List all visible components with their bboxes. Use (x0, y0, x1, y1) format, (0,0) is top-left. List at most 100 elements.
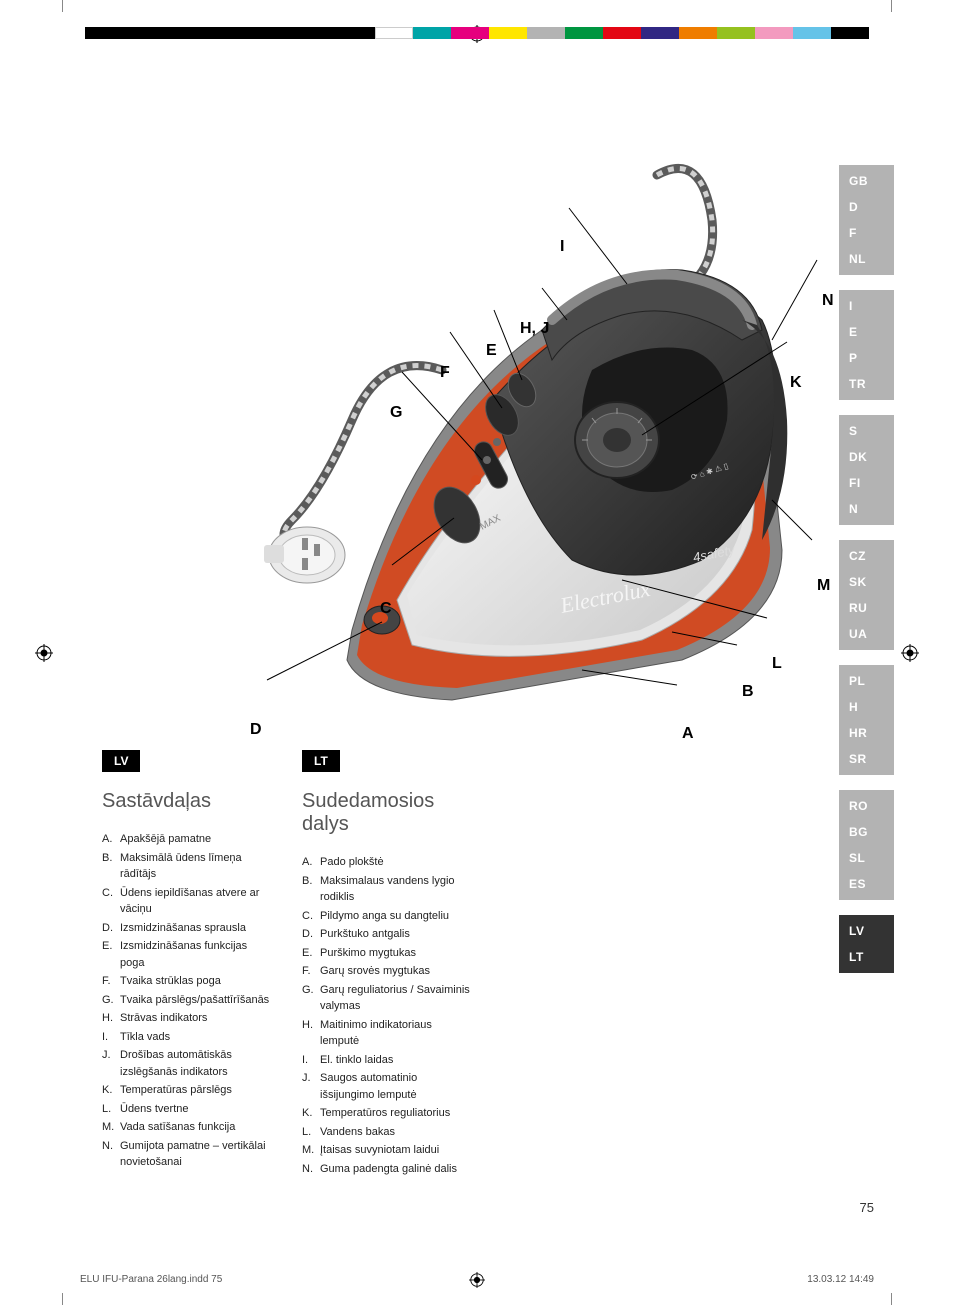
parts-column-lv: LVSastāvdaļasA.Apakšējā pamatneB.Maksimā… (102, 750, 272, 1179)
diagram-label-l: L (772, 655, 782, 673)
language-tab-lv[interactable]: LV (839, 918, 894, 944)
language-tab-sr[interactable]: SR (839, 746, 894, 772)
parts-list: A.Apakšējā pamatneB.Maksimālā ūdens līme… (102, 831, 272, 1171)
item-desc: El. tinklo laidas (320, 1052, 472, 1069)
item-desc: Tvaika strūklas poga (120, 973, 272, 990)
color-swatch (451, 27, 489, 39)
item-letter: K. (302, 1105, 320, 1122)
language-tab-gb[interactable]: GB (839, 168, 894, 194)
language-tab-hr[interactable]: HR (839, 720, 894, 746)
item-letter: D. (102, 920, 120, 937)
item-desc: Garų reguliatorius / Savaiminis valymas (320, 982, 472, 1015)
item-letter: G. (102, 992, 120, 1009)
language-tab-cz[interactable]: CZ (839, 543, 894, 569)
list-item: N.Guma padengta galinė dalis (302, 1161, 472, 1178)
item-desc: Pado plokštė (320, 854, 472, 871)
item-desc: Gumijota pamatne – vertikālai novietošan… (120, 1138, 272, 1171)
color-swatch (565, 27, 603, 39)
color-calibration-swatches (375, 27, 869, 39)
list-item: K.Temperatūras pārslēgs (102, 1082, 272, 1099)
item-letter: H. (102, 1010, 120, 1027)
item-desc: Drošības automātiskās izslēgšanās indika… (120, 1047, 272, 1080)
item-desc: Maitinimo indikatoriaus lemputė (320, 1017, 472, 1050)
list-item: H.Strāvas indikators (102, 1010, 272, 1027)
parts-list: A.Pado plokštėB.Maksimalaus vandens lygi… (302, 854, 472, 1177)
language-tab-n[interactable]: N (839, 496, 894, 522)
language-group: ROBGSLES (839, 790, 894, 900)
language-tab-h[interactable]: H (839, 694, 894, 720)
diagram-label-e: E (486, 342, 497, 360)
language-tab-tr[interactable]: TR (839, 371, 894, 397)
language-tab-s[interactable]: S (839, 418, 894, 444)
list-item: M.Vada satīšanas funkcija (102, 1119, 272, 1136)
item-letter: C. (102, 885, 120, 918)
color-swatch (717, 27, 755, 39)
language-group: IEPTR (839, 290, 894, 400)
item-desc: Temperatūras pārslēgs (120, 1082, 272, 1099)
language-tab-fi[interactable]: FI (839, 470, 894, 496)
item-desc: Purkštuko antgalis (320, 926, 472, 943)
color-swatch (413, 27, 451, 39)
item-letter: M. (102, 1119, 120, 1136)
page-number: 75 (860, 1200, 874, 1215)
parts-column-lt: LTSudedamosios dalysA.Pado plokštėB.Maks… (302, 750, 472, 1179)
language-tab-lt[interactable]: LT (839, 944, 894, 970)
item-desc: Izsmidzināšanas funkcijas poga (120, 938, 272, 971)
item-letter: I. (102, 1029, 120, 1046)
registration-mark-right-icon (901, 644, 919, 662)
diagram-label-n: N (822, 292, 834, 310)
language-group: LVLT (839, 915, 894, 973)
language-tab-sl[interactable]: SL (839, 845, 894, 871)
language-tab-sk[interactable]: SK (839, 569, 894, 595)
language-tab-ru[interactable]: RU (839, 595, 894, 621)
item-letter: I. (302, 1052, 320, 1069)
registration-mark-left-icon (35, 644, 53, 662)
list-item: I.Tīkla vads (102, 1029, 272, 1046)
language-tab-dk[interactable]: DK (839, 444, 894, 470)
language-tab-ua[interactable]: UA (839, 621, 894, 647)
item-desc: Ūdens tvertne (120, 1101, 272, 1118)
list-item: L.Ūdens tvertne (102, 1101, 272, 1118)
item-desc: Purškimo mygtukas (320, 945, 472, 962)
diagram-label-a: A (682, 725, 694, 743)
item-desc: Strāvas indikators (120, 1010, 272, 1027)
language-tab-es[interactable]: ES (839, 871, 894, 897)
item-desc: Garų srovės mygtukas (320, 963, 472, 980)
list-item: M.Įtaisas suvyniotam laidui (302, 1142, 472, 1159)
language-tab-p[interactable]: P (839, 345, 894, 371)
language-group: GBDFNL (839, 165, 894, 275)
item-desc: Vandens bakas (320, 1124, 472, 1141)
list-item: F.Garų srovės mygtukas (302, 963, 472, 980)
language-sidebar: GBDFNLIEPTRSDKFINCZSKRUUAPLHHRSRROBGSLES… (839, 165, 894, 988)
language-tab-e[interactable]: E (839, 319, 894, 345)
item-letter: K. (102, 1082, 120, 1099)
item-letter: L. (102, 1101, 120, 1118)
language-tab-d[interactable]: D (839, 194, 894, 220)
section-title: Sastāvdaļas (102, 790, 272, 813)
language-tab-pl[interactable]: PL (839, 668, 894, 694)
color-swatch (641, 27, 679, 39)
list-item: G.Tvaika pārslēgs/pašattīrīšanās (102, 992, 272, 1009)
language-tab-i[interactable]: I (839, 293, 894, 319)
parts-columns: LVSastāvdaļasA.Apakšējā pamatneB.Maksimā… (102, 750, 472, 1179)
color-swatch (679, 27, 717, 39)
list-item: I.El. tinklo laidas (302, 1052, 472, 1069)
language-tab-bg[interactable]: BG (839, 819, 894, 845)
language-tab-f[interactable]: F (839, 220, 894, 246)
language-group: PLHHRSR (839, 665, 894, 775)
registration-mark-footer-icon (469, 1272, 485, 1288)
language-tab-nl[interactable]: NL (839, 246, 894, 272)
language-tab-ro[interactable]: RO (839, 793, 894, 819)
list-item: J.Drošības automātiskās izslēgšanās indi… (102, 1047, 272, 1080)
color-swatch (831, 27, 869, 39)
item-letter: B. (302, 873, 320, 906)
footer-timestamp: 13.03.12 14:49 (807, 1274, 874, 1285)
item-letter: N. (102, 1138, 120, 1171)
list-item: L.Vandens bakas (302, 1124, 472, 1141)
column-lang-tag: LT (302, 750, 340, 772)
item-letter: A. (102, 831, 120, 848)
print-footer: ELU IFU-Parana 26lang.indd 75 13.03.12 1… (80, 1274, 874, 1285)
item-letter: J. (302, 1070, 320, 1103)
diagram-label-i: I (560, 238, 564, 256)
list-item: J.Saugos automatinio išsijungimo lemputė (302, 1070, 472, 1103)
